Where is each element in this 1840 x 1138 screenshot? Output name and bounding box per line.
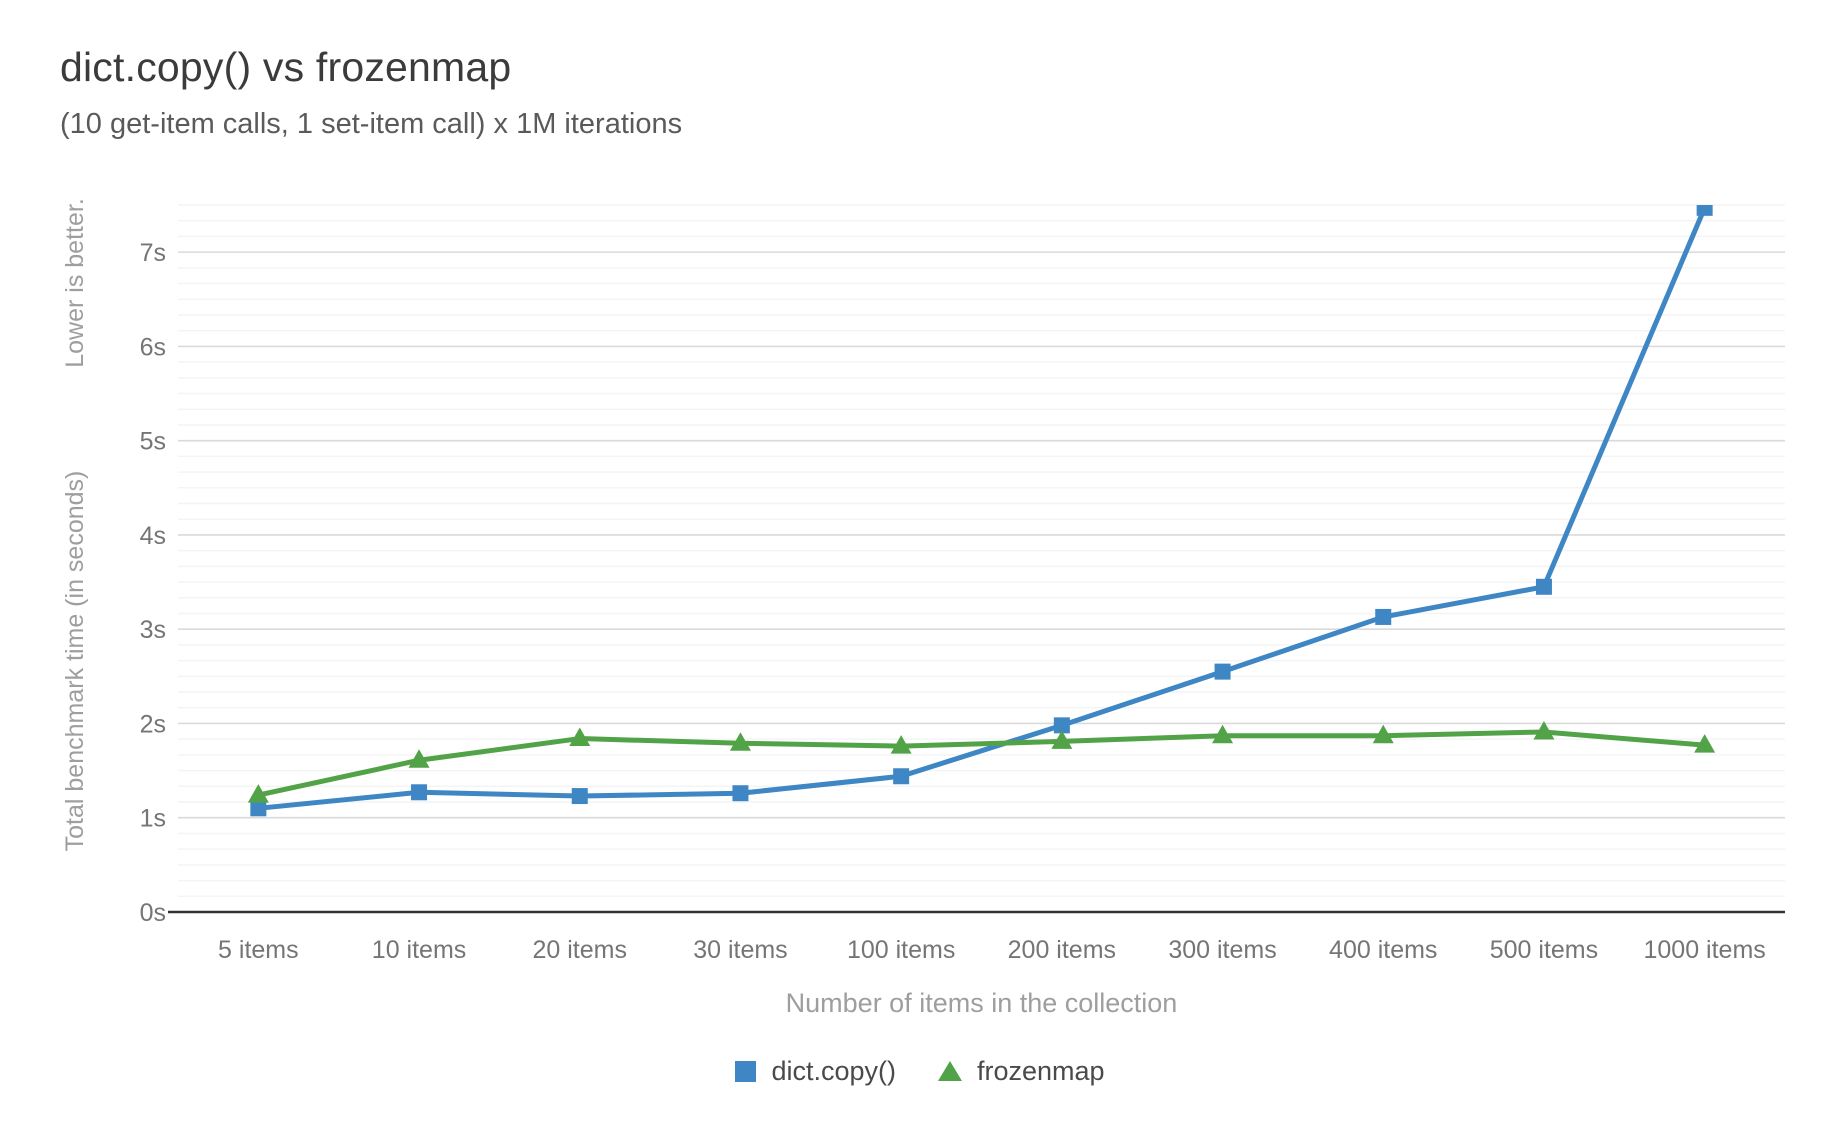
data-point-square — [1535, 578, 1552, 595]
x-tick-label: 500 items — [1490, 936, 1598, 964]
legend-label-dict-copy: dict.copy() — [771, 1055, 896, 1086]
y-tick-label: 1s — [140, 805, 166, 833]
data-point-triangle — [729, 732, 751, 751]
legend-item-dict-copy: dict.copy() — [735, 1056, 896, 1087]
series-dict-copy — [250, 205, 1713, 817]
data-point-square — [571, 788, 588, 805]
x-axis-title: Number of items in the collection — [785, 988, 1178, 1018]
y-tick-label: 4s — [140, 522, 166, 550]
legend-triangle-marker-icon — [937, 1061, 962, 1081]
series-line — [255, 205, 1708, 811]
legend-label-frozenmap: frozenmap — [976, 1055, 1105, 1086]
y-tick-label: 7s — [140, 239, 166, 267]
y-tick-label: 3s — [140, 616, 166, 644]
x-tick-label: 30 items — [693, 936, 787, 964]
chart-legend: dict.copy() frozenmap — [0, 1050, 1840, 1092]
data-point-triangle — [1694, 734, 1716, 753]
data-point-square — [250, 800, 267, 817]
x-tick-label: 20 items — [533, 936, 627, 964]
y-tick-label: 6s — [140, 333, 166, 361]
x-tick-label: 1000 items — [1644, 936, 1766, 964]
series-line — [255, 729, 1708, 798]
y-tick-label: 2s — [140, 710, 166, 738]
x-tick-label: 300 items — [1168, 936, 1276, 964]
data-point-square — [1214, 663, 1231, 680]
data-point-triangle — [1051, 730, 1073, 749]
series-frozenmap — [247, 720, 1716, 803]
legend-item-frozenmap: frozenmap — [937, 1055, 1105, 1087]
data-point-triangle — [1372, 724, 1394, 744]
data-point-triangle — [1533, 720, 1555, 740]
data-point-square — [1375, 608, 1392, 625]
data-point-square — [1053, 717, 1070, 734]
data-point-triangle — [408, 749, 430, 768]
x-tick-label: 200 items — [1008, 936, 1116, 964]
data-point-triangle — [569, 727, 591, 747]
data-point-triangle — [247, 784, 269, 803]
data-point-square — [411, 784, 428, 801]
data-point-triangle — [890, 735, 912, 754]
data-point-square — [732, 785, 749, 802]
legend-square-marker-icon — [735, 1060, 757, 1082]
y-tick-label: 5s — [140, 428, 166, 456]
data-point-triangle — [1212, 724, 1234, 744]
x-tick-label: 400 items — [1329, 936, 1437, 964]
chart-subtitle: (10 get-item calls, 1 set-item call) x 1… — [60, 108, 683, 140]
x-tick-label: 10 items — [372, 936, 466, 964]
data-point-square — [893, 768, 910, 785]
chart-title: dict.copy() vs frozenmap — [60, 44, 512, 90]
x-tick-label: 100 items — [847, 936, 955, 964]
y-tick-label: 0s — [140, 899, 166, 927]
x-tick-label: 5 items — [218, 936, 299, 964]
data-point-square — [1696, 205, 1713, 216]
